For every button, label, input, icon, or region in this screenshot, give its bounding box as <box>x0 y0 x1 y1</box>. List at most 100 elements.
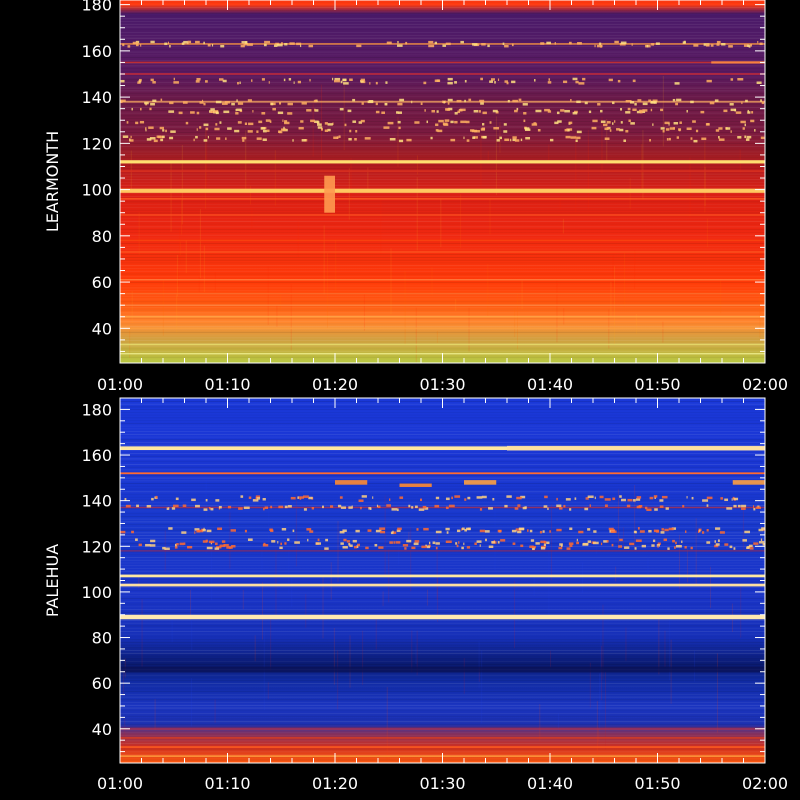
spectral-striation <box>120 331 765 333</box>
interference-dot <box>741 101 743 105</box>
interference-dot <box>487 44 490 48</box>
interference-dot <box>685 530 687 533</box>
interference-dot <box>244 41 248 44</box>
interference-dot <box>203 508 208 511</box>
interference-dot <box>179 542 184 546</box>
spectral-striation <box>120 96 765 97</box>
interference-dot <box>339 530 345 534</box>
interference-dot <box>399 98 405 102</box>
spectral-striation <box>120 568 765 569</box>
interference-dot <box>565 135 571 139</box>
interference-dot <box>386 41 392 45</box>
interference-dot <box>701 137 707 141</box>
noise-streak <box>415 307 417 363</box>
interference-dot <box>716 40 721 44</box>
interference-dot <box>524 128 531 132</box>
spectral-striation <box>120 129 765 131</box>
interference-dot <box>635 530 637 534</box>
spectral-striation <box>120 143 765 145</box>
interference-dot <box>255 495 261 498</box>
interference-dot <box>577 42 582 45</box>
interference-dot <box>216 545 222 549</box>
spectral-striation <box>120 195 765 197</box>
interference-dot <box>514 507 519 510</box>
interference-dot <box>554 121 559 125</box>
emission-band <box>120 506 765 509</box>
spectral-striation <box>120 226 765 228</box>
interference-dot <box>256 137 262 140</box>
spectral-striation <box>120 176 765 178</box>
interference-dot <box>196 77 201 81</box>
interference-dot <box>455 542 458 545</box>
interference-dot <box>706 496 713 500</box>
interference-dot <box>632 108 637 112</box>
interference-dot <box>629 542 635 546</box>
noise-streak <box>437 576 439 622</box>
interference-dot <box>387 121 394 125</box>
interference-dot <box>660 108 664 112</box>
spectral-striation <box>120 535 765 536</box>
interference-dot <box>208 506 211 510</box>
interference-dot <box>630 122 635 125</box>
y-axis-title: LEARMONTH <box>43 131 62 232</box>
noise-streak <box>198 276 200 293</box>
interference-dot <box>303 495 309 498</box>
interference-dot <box>343 82 349 85</box>
interference-dot <box>428 40 434 44</box>
interference-dot <box>304 139 308 142</box>
interference-dot <box>650 108 653 112</box>
radio-burst <box>324 175 335 213</box>
interference-dot <box>397 102 403 106</box>
interference-dot <box>642 109 648 112</box>
interference-dot <box>620 121 623 124</box>
interference-dot <box>127 45 131 48</box>
interference-dot <box>705 44 710 47</box>
interference-dot <box>418 508 425 511</box>
interference-dot <box>138 543 142 547</box>
noise-streak <box>517 293 519 350</box>
interference-dot <box>231 545 236 548</box>
interference-dot <box>667 547 670 550</box>
interference-dot <box>587 528 591 531</box>
interference-dot <box>612 122 614 125</box>
x-tick-label: 01:00 <box>97 774 143 793</box>
interference-dot <box>535 109 542 113</box>
interference-dot <box>364 137 371 140</box>
interference-dot <box>556 111 560 115</box>
interference-dot <box>187 545 193 549</box>
interference-dot <box>236 108 242 112</box>
spectral-striation <box>120 204 765 206</box>
spectral-striation <box>120 59 765 61</box>
noise-streak <box>489 198 491 235</box>
spectral-striation <box>120 680 765 682</box>
interference-dot <box>673 127 675 130</box>
spectral-striation <box>120 68 765 70</box>
interference-dot <box>298 126 304 130</box>
spectral-striation <box>120 696 765 698</box>
interference-dot <box>476 496 483 499</box>
noise-streak <box>141 598 143 667</box>
spectral-striation <box>120 502 765 504</box>
interference-dot <box>744 123 746 127</box>
interference-dot <box>415 505 418 509</box>
interference-dot <box>206 529 212 533</box>
interference-dot <box>397 120 401 124</box>
interference-dot <box>348 506 353 509</box>
interference-dot <box>290 496 296 500</box>
interference-dot <box>733 547 736 550</box>
spectral-striation <box>120 715 765 717</box>
interference-dot <box>543 505 548 508</box>
noise-streak <box>181 144 183 225</box>
spectral-striation <box>120 631 765 632</box>
interference-dot <box>482 111 487 115</box>
x-tick-label: 01:30 <box>419 774 465 793</box>
interference-dot <box>138 78 142 82</box>
interference-dot <box>288 78 292 81</box>
noise-streak <box>251 208 253 228</box>
interference-dot <box>173 81 179 84</box>
interference-dot <box>297 80 301 84</box>
spectral-striation <box>120 474 765 476</box>
spectral-striation <box>120 644 765 646</box>
noise-streak <box>689 157 691 218</box>
interference-dot <box>576 130 582 134</box>
